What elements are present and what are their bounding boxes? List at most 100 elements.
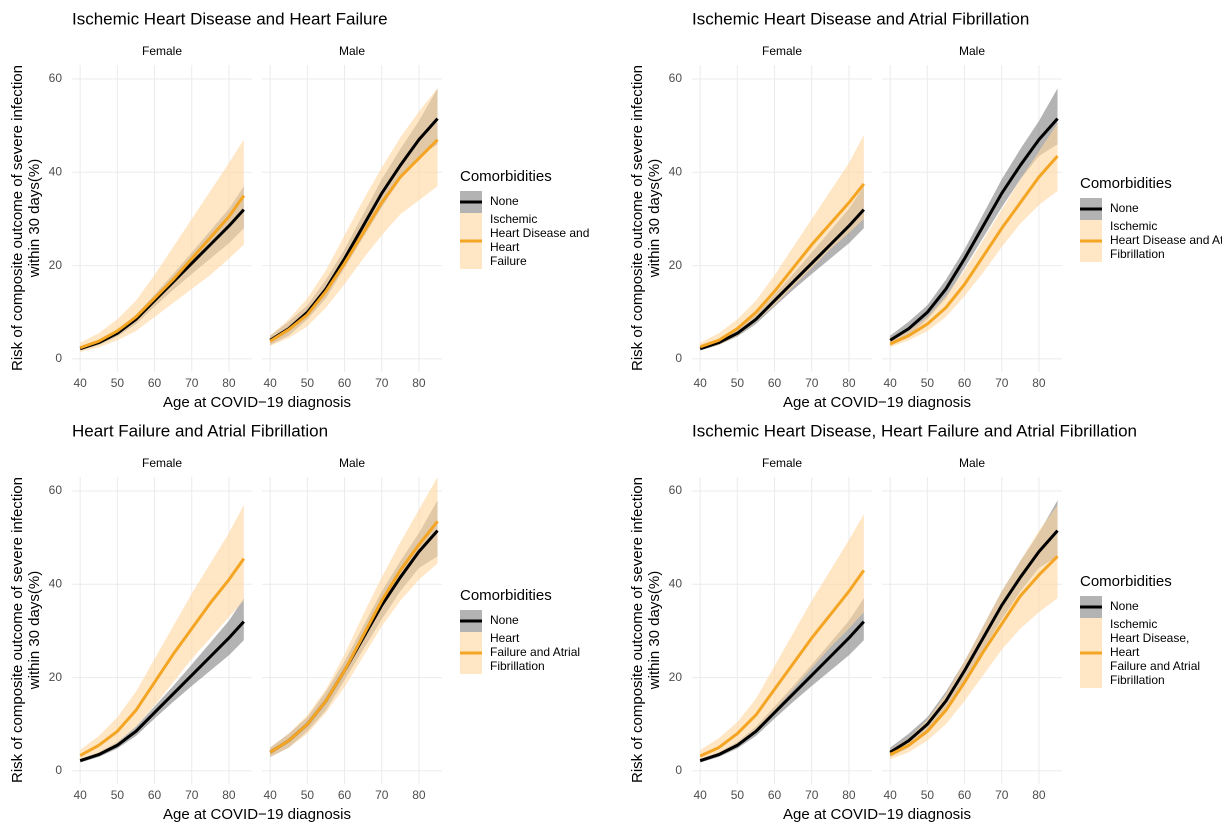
facet-label: Female [762, 456, 802, 470]
y-tick-label: 40 [49, 576, 63, 590]
series-line [889, 117, 1059, 342]
x-tick-label: 40 [264, 788, 278, 802]
y-tick-label: 40 [669, 576, 683, 590]
x-tick-label: 70 [805, 376, 819, 390]
series-line [79, 620, 245, 763]
x-tick-label: 50 [301, 788, 315, 802]
x-tick-label: 70 [185, 376, 199, 390]
y-axis-label: Risk of composite outcome of severe infe… [9, 477, 43, 783]
y-tick-label: 40 [669, 164, 683, 178]
confidence-band [270, 477, 438, 757]
legend-label: None [490, 613, 519, 627]
chart-title: Ischemic Heart Disease and Atrial Fibril… [692, 9, 1029, 28]
x-tick-label: 50 [111, 376, 125, 390]
x-tick-label: 80 [842, 788, 856, 802]
y-tick-label: 20 [49, 670, 63, 684]
x-tick-label: 70 [995, 376, 1009, 390]
y-tick-label: 60 [669, 71, 683, 85]
series-line [889, 154, 1059, 346]
series-line [79, 194, 246, 350]
legend-label: None [490, 194, 519, 208]
legend-title: Comorbidities [1080, 175, 1172, 192]
y-tick-label: 60 [49, 483, 63, 497]
y-tick-label: 20 [669, 670, 683, 684]
legend-label: Ischemic Heart Disease, Heart Failure and A… [1110, 617, 1200, 687]
chart-title: Ischemic Heart Disease, Heart Failure an… [692, 421, 1137, 440]
x-tick-label: 40 [264, 376, 278, 390]
x-tick-label: 50 [921, 788, 935, 802]
y-tick-label: 0 [55, 763, 62, 777]
legend-label: Heart Failure and Atrial Fibrillation [490, 631, 580, 673]
x-tick-label: 40 [884, 376, 898, 390]
confidence-band [700, 514, 864, 761]
x-tick-label: 40 [694, 788, 708, 802]
series-line [699, 620, 865, 763]
y-tick-label: 60 [49, 71, 63, 85]
y-tick-label: 0 [55, 351, 62, 365]
x-tick-label: 50 [731, 376, 745, 390]
x-tick-label: 60 [768, 788, 782, 802]
legend-label: None [1110, 201, 1139, 215]
y-tick-label: 40 [49, 164, 63, 178]
facet-label: Male [959, 456, 985, 470]
x-tick-label: 80 [1032, 788, 1046, 802]
confidence-band [80, 139, 244, 352]
legend-label: None [1110, 599, 1139, 613]
x-tick-label: 80 [842, 376, 856, 390]
x-tick-label: 70 [185, 788, 199, 802]
x-axis-label: Age at COVID−19 diagnosis [163, 394, 351, 411]
y-tick-label: 20 [49, 258, 63, 272]
x-tick-label: 60 [338, 788, 352, 802]
x-tick-label: 60 [958, 788, 972, 802]
x-tick-label: 60 [338, 376, 352, 390]
x-axis-label: Age at COVID−19 diagnosis [163, 806, 351, 823]
chart: Ischemic Heart Disease, Heart Failure an… [629, 421, 1200, 822]
x-tick-label: 80 [412, 788, 426, 802]
legend-title: Comorbidities [1080, 573, 1172, 590]
x-tick-label: 50 [111, 788, 125, 802]
facet-label: Male [339, 44, 365, 58]
confidence-band [890, 88, 1058, 345]
facet-label: Male [339, 456, 365, 470]
y-tick-label: 0 [675, 351, 682, 365]
x-tick-label: 50 [301, 376, 315, 390]
confidence-band [270, 88, 438, 346]
chart-title: Heart Failure and Atrial Fibrillation [72, 421, 328, 440]
facet-label: Female [142, 456, 182, 470]
legend-label: Ischemic Heart Disease and Heart Failure [490, 212, 589, 268]
x-tick-label: 70 [995, 788, 1009, 802]
series-line [79, 557, 246, 757]
confidence-band [890, 500, 1058, 757]
series-line [699, 569, 866, 758]
series-line [269, 520, 439, 754]
y-tick-label: 20 [669, 258, 683, 272]
x-tick-label: 70 [375, 376, 389, 390]
x-axis-label: Age at COVID−19 diagnosis [783, 806, 971, 823]
series-line [269, 138, 439, 343]
series-line [889, 529, 1059, 754]
x-tick-label: 80 [412, 376, 426, 390]
facet-label: Female [142, 44, 182, 58]
y-axis-label: Risk of composite outcome of severe infe… [629, 65, 663, 371]
y-axis-label: Risk of composite outcome of severe infe… [629, 477, 663, 783]
x-tick-label: 60 [768, 376, 782, 390]
series-line [699, 183, 865, 349]
x-tick-label: 50 [921, 376, 935, 390]
x-tick-label: 40 [74, 788, 88, 802]
chart-title: Ischemic Heart Disease and Heart Failure [72, 9, 388, 28]
series-line [699, 208, 865, 351]
confidence-band [80, 504, 244, 761]
x-tick-label: 60 [148, 788, 162, 802]
facet-label: Female [762, 44, 802, 58]
x-tick-label: 60 [958, 376, 972, 390]
x-tick-label: 50 [731, 788, 745, 802]
x-tick-label: 80 [222, 788, 236, 802]
chart: Ischemic Heart Disease and Heart Failure… [9, 9, 589, 410]
x-tick-label: 40 [74, 376, 88, 390]
legend-title: Comorbidities [460, 587, 552, 604]
legend-title: Comorbidities [460, 168, 552, 185]
series-line [79, 208, 245, 351]
confidence-band [890, 504, 1058, 760]
y-tick-label: 0 [675, 763, 682, 777]
